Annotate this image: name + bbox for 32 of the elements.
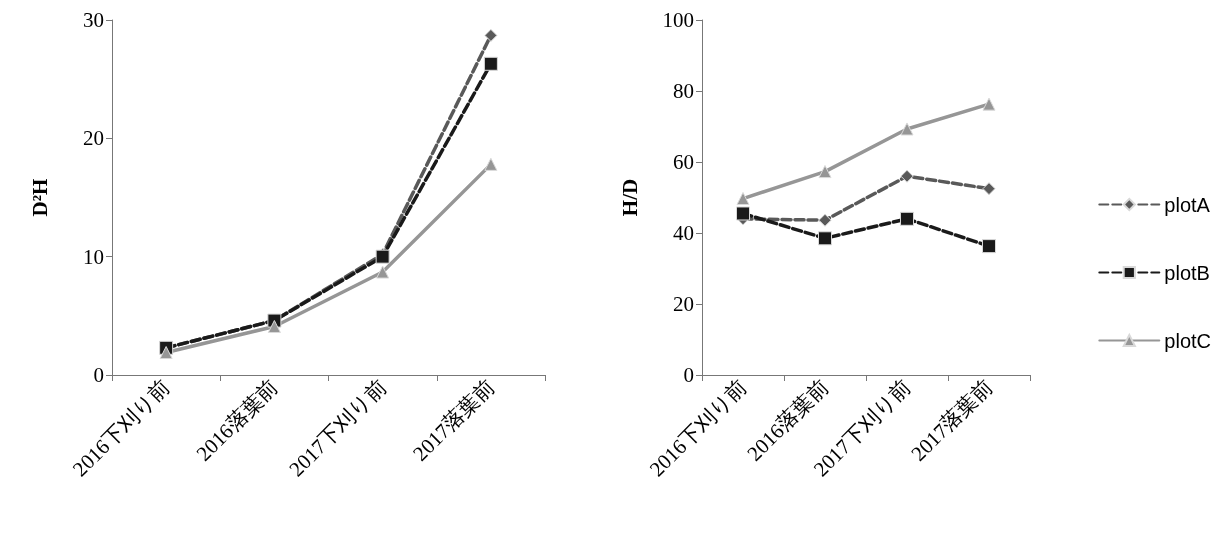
point <box>736 206 750 221</box>
point <box>982 182 996 196</box>
point <box>484 28 498 42</box>
point <box>267 319 281 333</box>
point <box>376 265 390 279</box>
y-tick-label: 10 <box>83 244 104 269</box>
y-tick-label: 80 <box>673 79 694 103</box>
point <box>484 157 498 171</box>
legend-label: plotA <box>1164 193 1211 216</box>
point <box>159 346 173 360</box>
point <box>900 169 914 183</box>
legend-label: plotB <box>1164 261 1210 284</box>
y-tick-label: 20 <box>83 126 104 151</box>
point <box>818 231 832 246</box>
point <box>818 213 832 227</box>
point <box>982 239 996 254</box>
point <box>982 97 996 111</box>
y-tick-label: 0 <box>683 363 694 387</box>
legend-label: plotC <box>1164 329 1212 352</box>
point <box>818 165 832 179</box>
point <box>900 211 914 226</box>
point <box>736 192 750 206</box>
y-axis-title: H/D <box>617 178 642 217</box>
y-tick-label: 100 <box>662 8 694 32</box>
y-tick-label: 30 <box>83 8 104 32</box>
point <box>900 122 914 136</box>
point <box>483 56 498 71</box>
y-tick-label: 20 <box>673 292 694 316</box>
y-tick-label: 0 <box>93 363 104 387</box>
y-tick-label: 40 <box>673 221 694 245</box>
y-tick-label: 60 <box>673 150 694 174</box>
y-axis-title: D²H <box>27 178 52 217</box>
